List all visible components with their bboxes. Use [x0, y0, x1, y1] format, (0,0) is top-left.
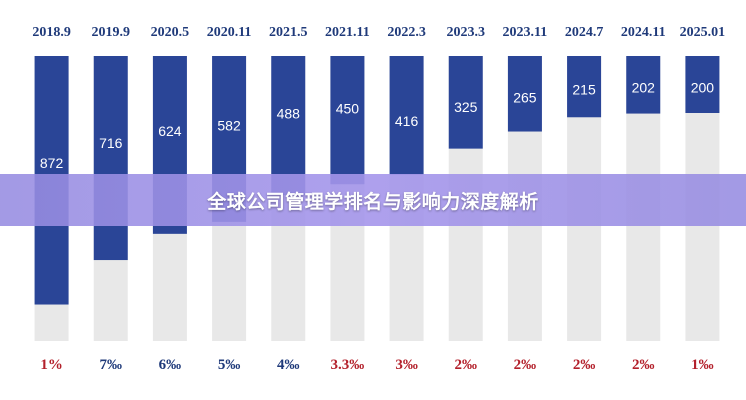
rate-label: 2‰: [632, 357, 655, 373]
rate-label: 2‰: [455, 357, 478, 373]
bar: [448, 56, 483, 149]
rate-label: 2‰: [514, 357, 537, 373]
rate-label: 1%: [40, 357, 63, 373]
banner-title: 全球公司管理学排名与影响力深度解析: [207, 190, 539, 213]
data-label: 872: [40, 155, 64, 171]
bar: [271, 56, 306, 196]
data-label: 716: [99, 135, 123, 151]
rate-label: 1‰: [691, 357, 714, 373]
rate-label: 5‰: [218, 357, 241, 373]
bar: [567, 56, 602, 118]
category-label: 2018.9: [32, 25, 71, 40]
category-label: 2024.7: [565, 25, 604, 40]
bar: [685, 56, 720, 113]
rate-label: 3.3‰: [331, 357, 365, 373]
category-label: 2019.9: [92, 25, 131, 40]
category-label: 2022.3: [387, 25, 426, 40]
category-label: 2025.01: [680, 25, 726, 40]
bar: [389, 56, 424, 175]
category-label: 2023.11: [503, 25, 548, 40]
rate-label: 6‰: [159, 357, 182, 373]
rate-label: 2‰: [573, 357, 596, 373]
rate-label: 7‰: [100, 357, 123, 373]
data-label: 265: [513, 90, 537, 106]
rate-label: 4‰: [277, 357, 300, 373]
bar: [507, 56, 542, 132]
data-label: 202: [632, 80, 656, 96]
category-label: 2021.11: [325, 25, 370, 40]
data-label: 450: [336, 101, 360, 117]
data-label: 582: [217, 118, 241, 134]
data-label: 325: [454, 99, 478, 115]
data-label: 215: [572, 82, 596, 98]
bar: [93, 56, 128, 261]
category-label: 2024.11: [621, 25, 666, 40]
data-label: 624: [158, 123, 182, 139]
category-label: 2021.5: [269, 25, 308, 40]
rate-label: 3‰: [395, 357, 418, 373]
data-label: 488: [277, 106, 301, 122]
category-label: 2020.11: [207, 25, 252, 40]
bar: [330, 56, 365, 185]
bar: [626, 56, 661, 114]
data-label: 416: [395, 113, 419, 129]
category-label: 2023.3: [447, 25, 486, 40]
category-label: 2020.5: [151, 25, 190, 40]
data-label: 200: [691, 79, 715, 95]
title-banner: 全球公司管理学排名与影响力深度解析: [0, 174, 746, 226]
